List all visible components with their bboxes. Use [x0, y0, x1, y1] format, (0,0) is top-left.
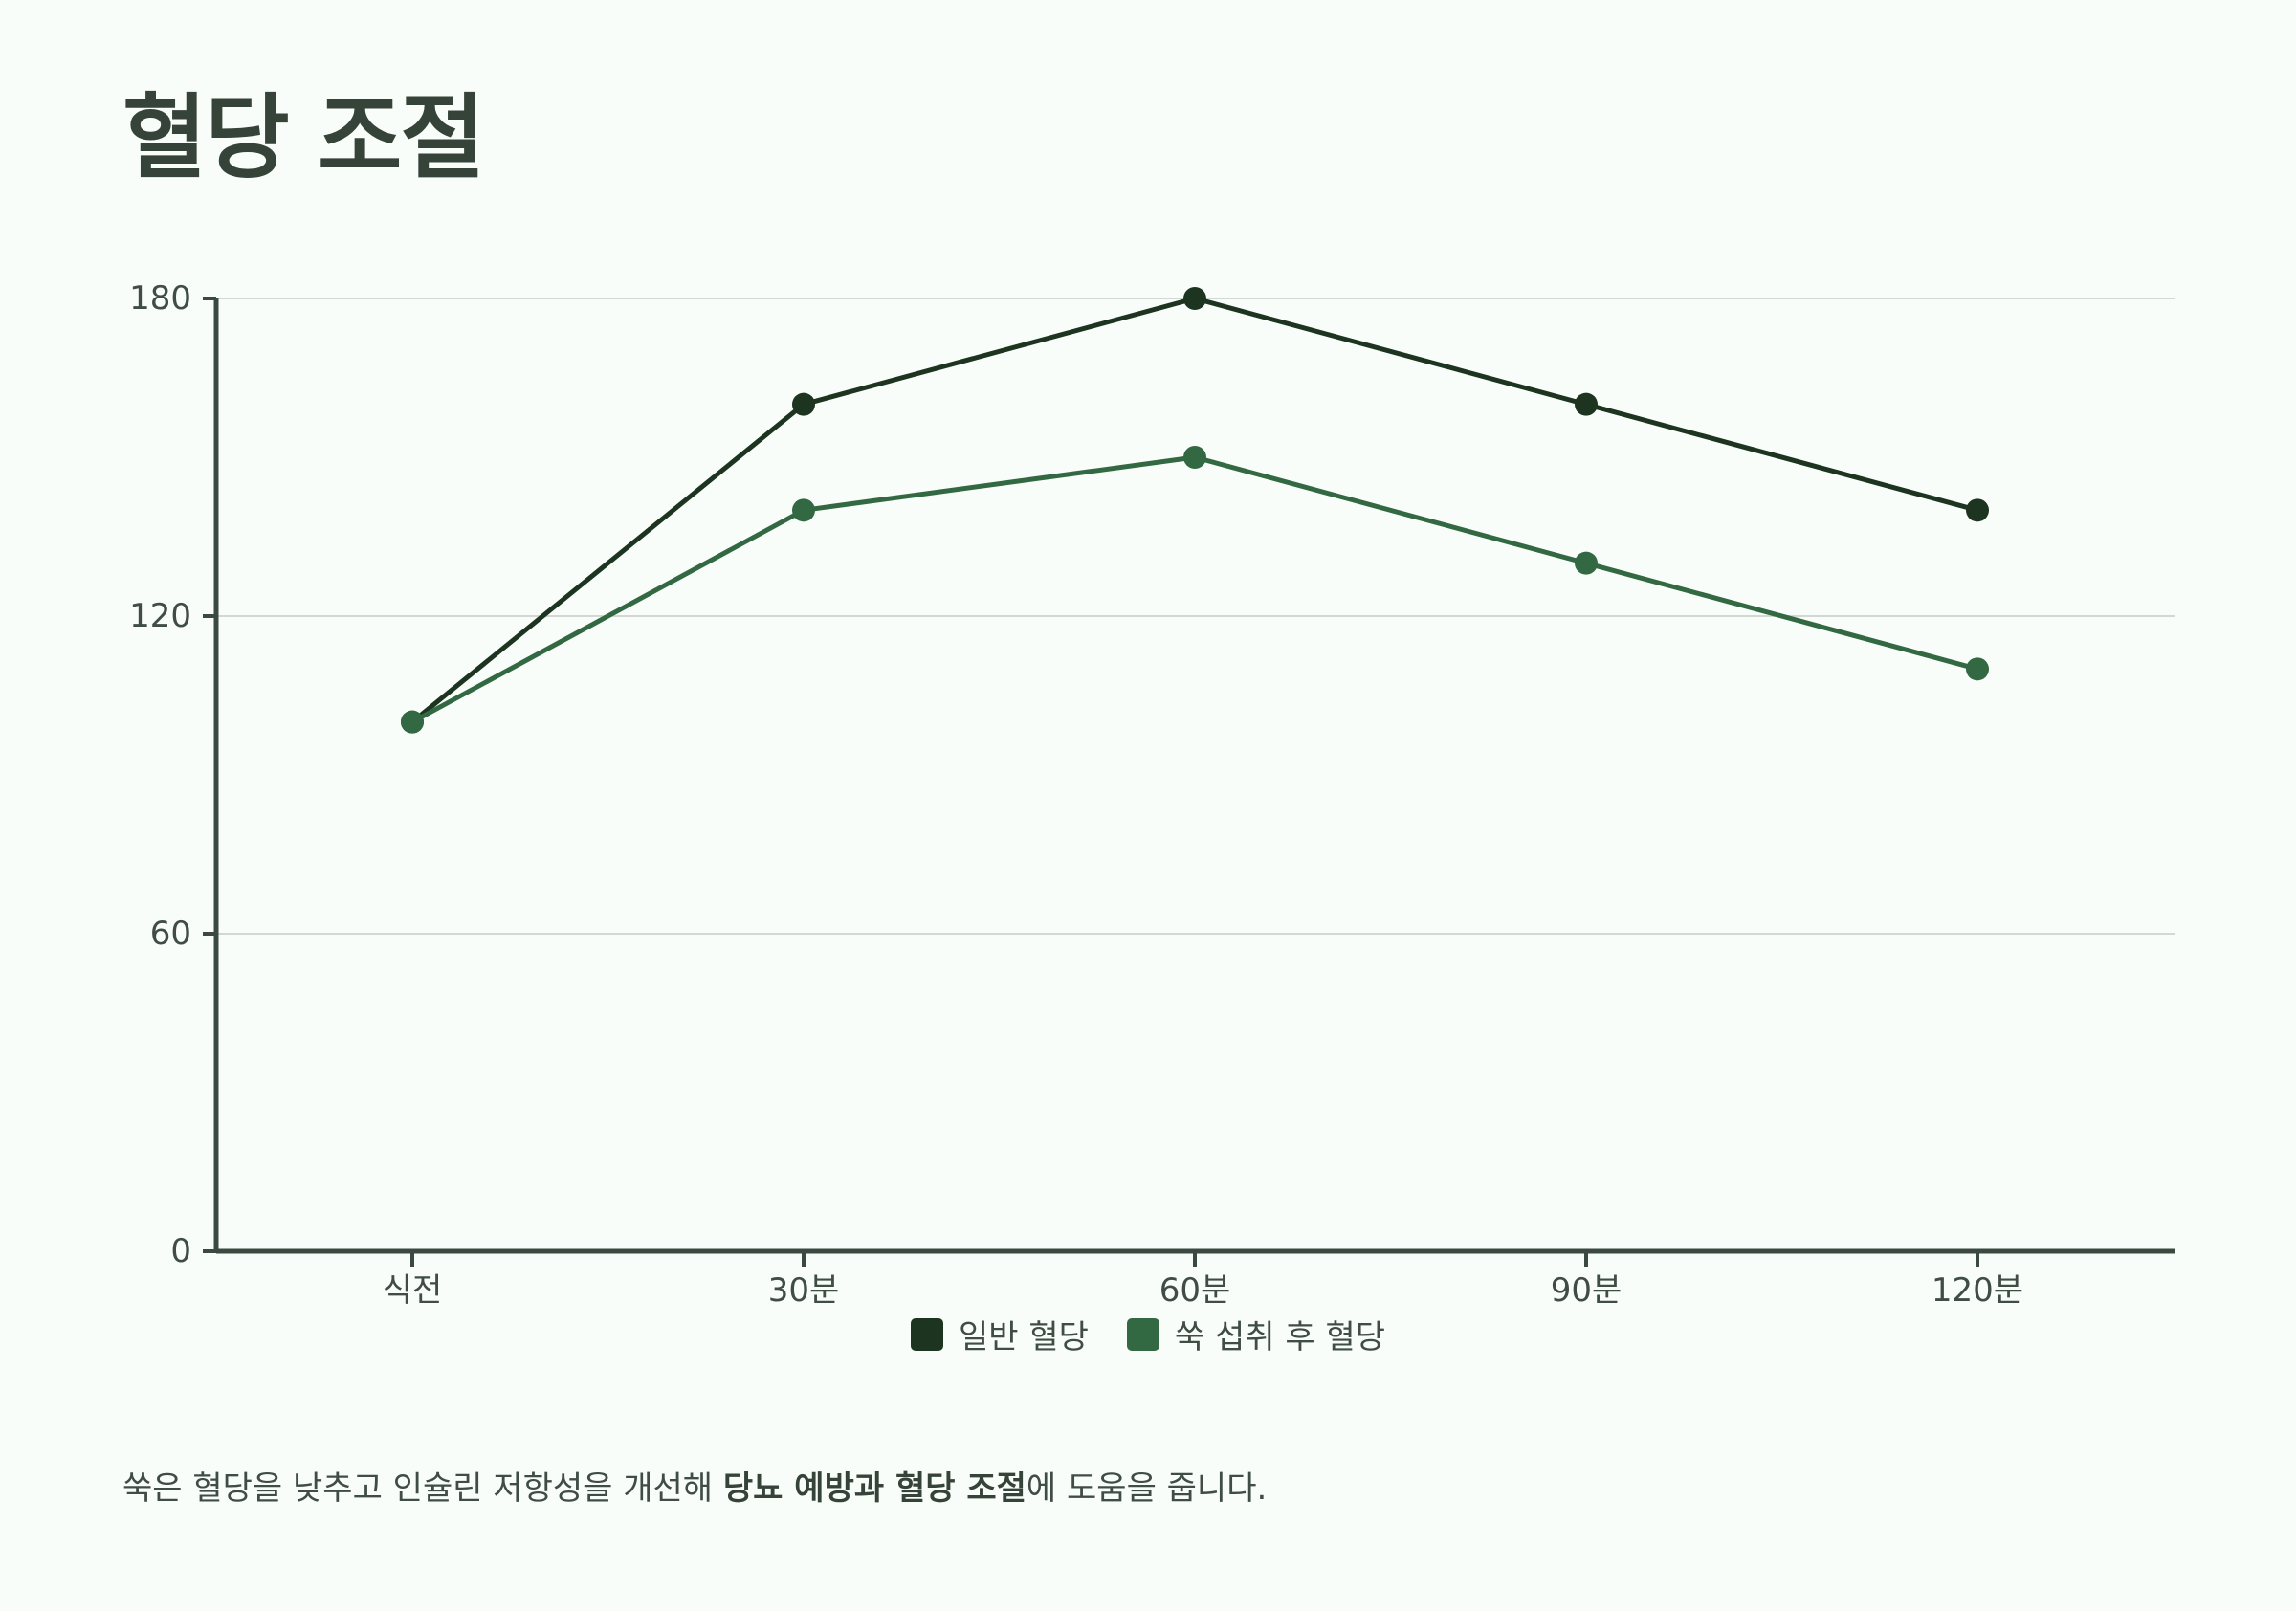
- legend-item-mugwort: 쑥 섭취 후 혈당: [1126, 1311, 1386, 1357]
- data-point: [401, 710, 424, 734]
- data-point: [792, 392, 815, 416]
- data-point: [1183, 287, 1206, 310]
- x-tick-label: 30분: [768, 1271, 840, 1310]
- x-ticks: 식전 30분 60분 90분 120분: [383, 1251, 2023, 1310]
- x-tick-label: 120분: [1932, 1271, 2023, 1310]
- axes: [213, 298, 2175, 1254]
- legend-label-normal: 일반 혈당: [958, 1318, 1089, 1357]
- grid-lines: [216, 298, 2175, 935]
- x-tick-label: 60분: [1159, 1271, 1231, 1310]
- x-tick-label: 90분: [1551, 1271, 1623, 1310]
- series-1: [401, 446, 1989, 734]
- y-tick-label: 120: [129, 597, 191, 635]
- page-title: 혈당 조절: [122, 84, 485, 191]
- caption: 쑥은 혈당을 낮추고 인슐린 저항성을 개선해 당뇨 예방과 혈당 조절에 도움…: [122, 1462, 1267, 1509]
- series-line: [410, 454, 1978, 724]
- series-line: [410, 296, 1978, 724]
- legend: 일반 혈당 쑥 섭취 후 혈당: [0, 1311, 2296, 1357]
- legend-swatch-mugwort: [1126, 1317, 1159, 1351]
- data-point: [1966, 657, 1989, 681]
- y-tick-label: 0: [170, 1232, 191, 1270]
- x-tick-label: 식전: [383, 1271, 443, 1310]
- legend-label-mugwort: 쑥 섭취 후 혈당: [1174, 1318, 1386, 1357]
- legend-item-normal: 일반 혈당: [910, 1311, 1089, 1357]
- y-ticks: 0 60 120 180: [129, 279, 216, 1270]
- legend-swatch-normal: [910, 1317, 943, 1351]
- y-tick-label: 60: [150, 915, 191, 953]
- series-0: [401, 287, 1989, 734]
- series: [401, 287, 1989, 734]
- caption-highlight: 당뇨 예방과 혈당 조절: [722, 1469, 1027, 1508]
- y-tick-label: 180: [129, 279, 191, 318]
- data-point: [792, 498, 815, 522]
- data-point: [1966, 498, 1989, 522]
- data-point: [1575, 551, 1598, 575]
- data-point: [1575, 392, 1598, 416]
- data-point: [1183, 446, 1206, 469]
- caption-text-end: 에 도움을 줍니다.: [1026, 1469, 1268, 1508]
- caption-text-start: 쑥은 혈당을 낮추고 인슐린 저항성을 개선해: [122, 1469, 723, 1508]
